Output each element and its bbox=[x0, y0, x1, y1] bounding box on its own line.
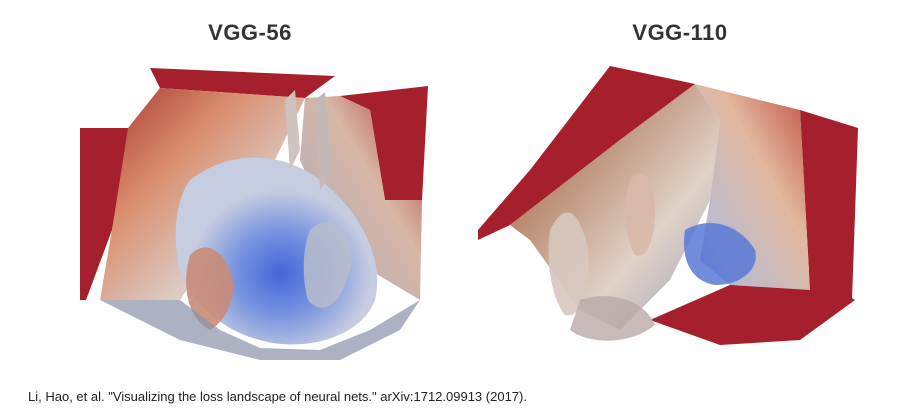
plateau-left bbox=[478, 66, 695, 240]
front-edge bbox=[100, 300, 420, 360]
loss-landscape-surface-vgg-56 bbox=[80, 68, 428, 360]
ridge-front-left bbox=[186, 247, 234, 330]
wall-right bbox=[300, 96, 422, 300]
ridge-left bbox=[548, 212, 589, 316]
citation-caption: Li, Hao, et al. "Visualizing the loss la… bbox=[28, 389, 527, 404]
spike-1 bbox=[285, 90, 300, 170]
basin-low-loss bbox=[684, 222, 756, 285]
ridge-front-right bbox=[303, 221, 352, 308]
plateau-right bbox=[340, 86, 428, 200]
figure-vgg-56: VGG-56 bbox=[40, 0, 460, 370]
figure-title-vgg-110: VGG-110 bbox=[632, 20, 728, 45]
spike-2 bbox=[315, 92, 332, 190]
plateau-right bbox=[800, 110, 858, 300]
loss-landscape-surface-vgg-110 bbox=[478, 66, 858, 345]
plateau-left bbox=[80, 128, 130, 300]
figure-title-vgg-56: VGG-56 bbox=[208, 20, 292, 45]
ridge-center bbox=[625, 173, 656, 256]
ridge-front bbox=[570, 296, 655, 341]
figure-vgg-110: VGG-110 bbox=[470, 0, 890, 370]
